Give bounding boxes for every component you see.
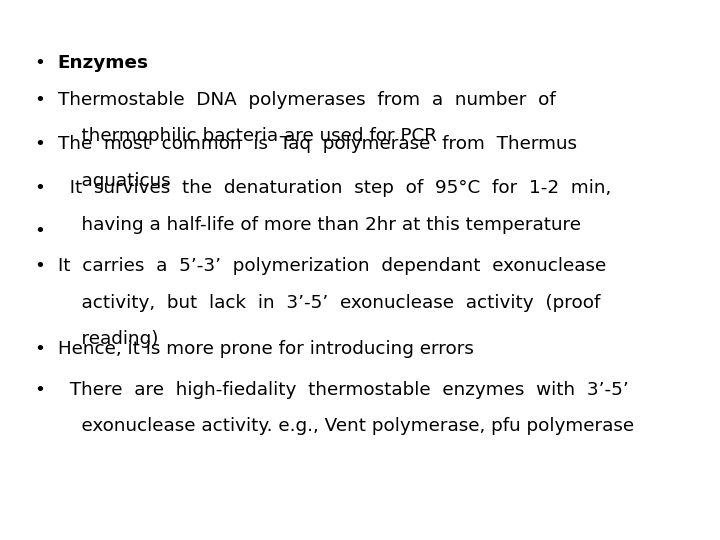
- Text: •: •: [35, 381, 45, 399]
- Text: aquaticus: aquaticus: [58, 172, 170, 190]
- Text: having a half-life of more than 2hr at this temperature: having a half-life of more than 2hr at t…: [58, 216, 580, 234]
- Text: There  are  high-fiedality  thermostable  enzymes  with  3’-5’: There are high-fiedality thermostable en…: [58, 381, 629, 399]
- Text: •: •: [35, 135, 45, 153]
- Text: The  most  common  is  Taq  polymerase  from  Thermus: The most common is Taq polymerase from T…: [58, 135, 577, 153]
- Text: •: •: [35, 54, 45, 72]
- Text: Thermostable  DNA  polymerases  from  a  number  of: Thermostable DNA polymerases from a numb…: [58, 91, 555, 109]
- Text: exonuclease activity. e.g., Vent polymerase, pfu polymerase: exonuclease activity. e.g., Vent polymer…: [58, 417, 634, 435]
- Text: •: •: [35, 91, 45, 109]
- Text: •: •: [35, 179, 45, 197]
- Text: activity,  but  lack  in  3’-5’  exonuclease  activity  (proof: activity, but lack in 3’-5’ exonuclease …: [58, 294, 600, 312]
- Text: It  survives  the  denaturation  step  of  95°C  for  1-2  min,: It survives the denaturation step of 95°…: [58, 179, 611, 197]
- Text: It  carries  a  5’-3’  polymerization  dependant  exonuclease: It carries a 5’-3’ polymerization depend…: [58, 257, 606, 275]
- Text: •: •: [35, 340, 45, 358]
- Text: reading): reading): [58, 330, 158, 348]
- Text: Hence, it is more prone for introducing errors: Hence, it is more prone for introducing …: [58, 340, 474, 358]
- Text: Enzymes: Enzymes: [58, 54, 148, 72]
- Text: •: •: [35, 257, 45, 275]
- Text: •: •: [35, 222, 45, 240]
- Text: thermophilic bacteria are used for PCR: thermophilic bacteria are used for PCR: [58, 127, 436, 145]
